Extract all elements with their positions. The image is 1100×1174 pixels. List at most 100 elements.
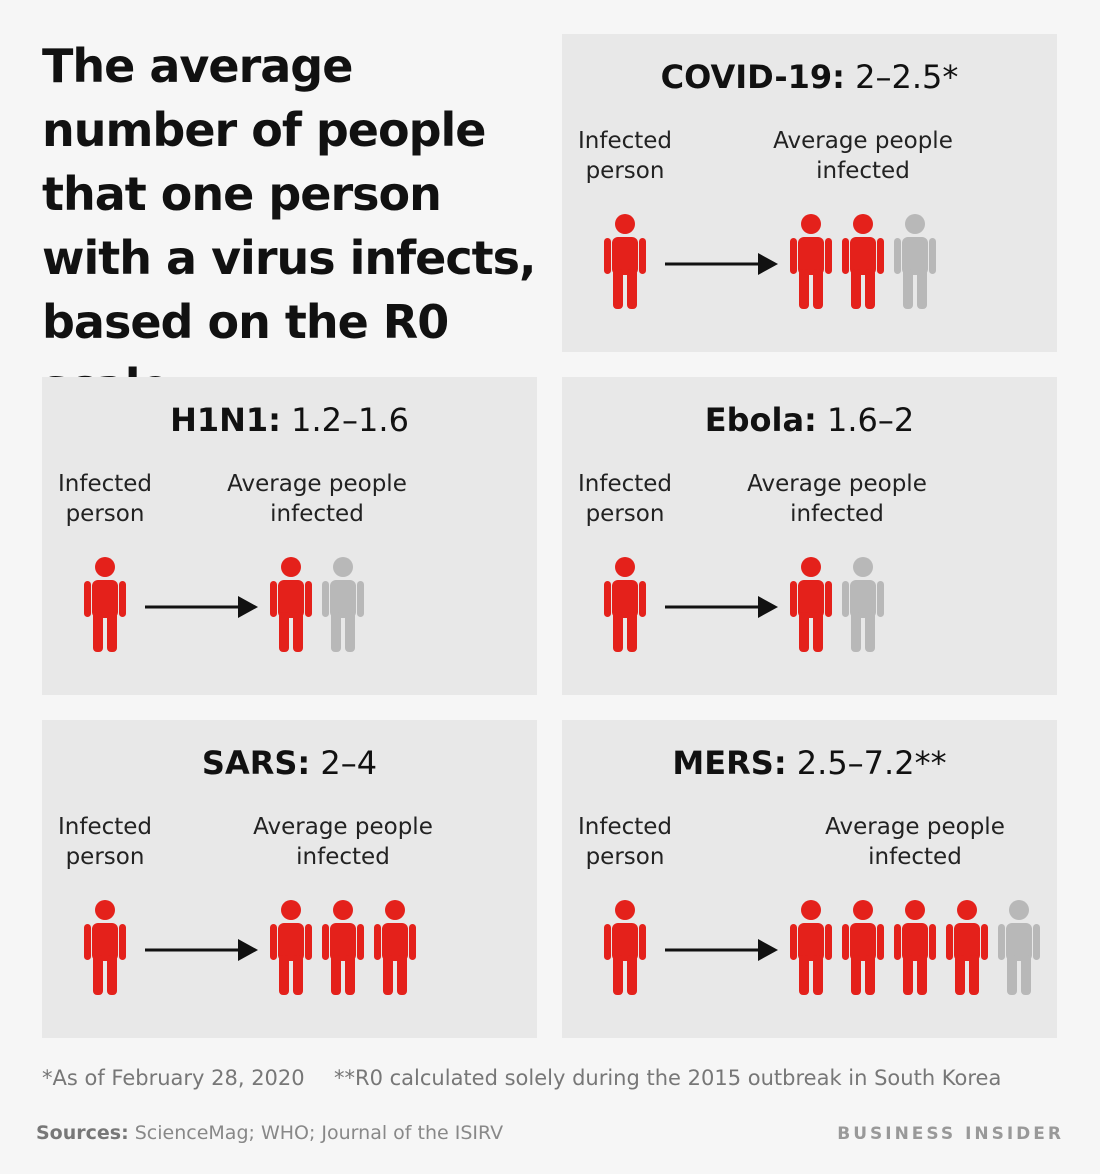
person-shape — [790, 214, 832, 309]
arm — [842, 924, 849, 960]
arm — [877, 581, 884, 617]
arm — [322, 924, 329, 960]
torso — [92, 923, 118, 961]
person-shape — [604, 557, 646, 652]
source-label: Infected person — [577, 128, 673, 184]
torso — [798, 580, 824, 618]
leg — [969, 955, 979, 995]
leg — [627, 955, 637, 995]
arm — [305, 924, 312, 960]
r0-range: 2–4 — [320, 744, 378, 782]
leg — [613, 269, 623, 309]
leg — [279, 612, 289, 652]
head — [905, 214, 925, 234]
leg — [865, 612, 875, 652]
panel-title: MERS: 2.5–7.2** — [562, 744, 1057, 782]
leg — [331, 955, 341, 995]
head — [281, 557, 301, 577]
torso — [330, 923, 356, 961]
head — [615, 214, 635, 234]
infected-person — [842, 214, 884, 309]
leg — [627, 612, 637, 652]
head — [95, 557, 115, 577]
infected-person — [322, 557, 364, 652]
leg — [383, 955, 393, 995]
infected-person — [894, 900, 936, 995]
leg — [345, 955, 355, 995]
leg — [865, 269, 875, 309]
arm — [825, 238, 832, 274]
torso — [382, 923, 408, 961]
leg — [345, 612, 355, 652]
leg — [799, 955, 809, 995]
arm — [270, 581, 277, 617]
person-shape — [842, 900, 884, 995]
infected-person — [374, 900, 416, 995]
arm — [270, 924, 277, 960]
leg — [917, 269, 927, 309]
arm — [877, 238, 884, 274]
arrow-head — [238, 939, 258, 961]
head — [853, 900, 873, 920]
leg — [107, 955, 117, 995]
torso — [798, 923, 824, 961]
torso — [612, 237, 638, 275]
person-shape — [374, 900, 416, 995]
leg — [813, 269, 823, 309]
arm — [894, 238, 901, 274]
leg — [851, 955, 861, 995]
infected-person — [842, 557, 884, 652]
arm — [357, 581, 364, 617]
virus-name: COVID-19: — [660, 58, 845, 96]
arrow-head — [758, 939, 778, 961]
head — [905, 900, 925, 920]
person-shape — [790, 557, 832, 652]
panel: MERS: 2.5–7.2** Infected person Average pe… — [562, 720, 1057, 1038]
person-shape — [322, 557, 364, 652]
torso — [330, 580, 356, 618]
person-shape — [270, 900, 312, 995]
arm — [929, 924, 936, 960]
torso — [902, 923, 928, 961]
person-shape — [946, 900, 988, 995]
person-shape — [842, 214, 884, 309]
arm — [790, 924, 797, 960]
torso — [902, 237, 928, 275]
person-shape — [604, 900, 646, 995]
panel-title: SARS: 2–4 — [42, 744, 537, 782]
person-shape — [84, 557, 126, 652]
infected-person — [790, 214, 832, 309]
virus-name: MERS: — [672, 744, 787, 782]
person-shape — [790, 900, 832, 995]
target-label: Average people infected — [825, 814, 1005, 870]
arm — [639, 924, 646, 960]
r0-range: 1.2–1.6 — [291, 401, 409, 439]
torso — [278, 923, 304, 961]
head — [385, 900, 405, 920]
arm — [790, 238, 797, 274]
head — [333, 900, 353, 920]
arm — [825, 924, 832, 960]
torso — [612, 923, 638, 961]
figures — [604, 557, 884, 652]
arm — [119, 924, 126, 960]
arm — [305, 581, 312, 617]
head — [853, 557, 873, 577]
target-label: Average people infected — [227, 471, 407, 527]
sources: Sources: ScienceMag; WHO; Journal of the… — [36, 1122, 503, 1144]
leg — [851, 612, 861, 652]
leg — [293, 612, 303, 652]
head — [853, 214, 873, 234]
person-shape — [270, 557, 312, 652]
person-shape — [894, 214, 936, 309]
panel-title: H1N1: 1.2–1.6 — [42, 401, 537, 439]
target-label: Average people infected — [253, 814, 433, 870]
head — [615, 557, 635, 577]
leg — [279, 955, 289, 995]
person-shape — [84, 900, 126, 995]
figures — [604, 214, 936, 309]
arm — [1033, 924, 1040, 960]
infected-person — [946, 900, 988, 995]
arm — [84, 924, 91, 960]
